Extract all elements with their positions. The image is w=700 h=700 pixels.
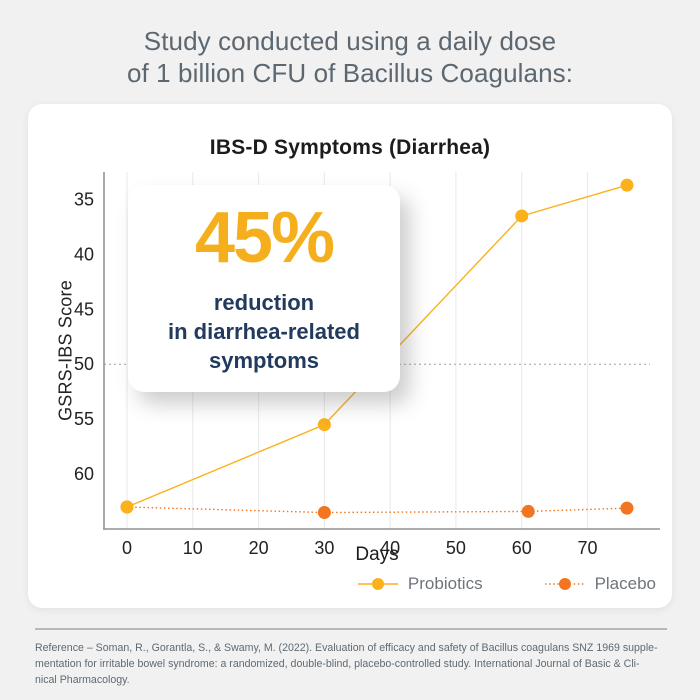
- reference-text: Reference – Soman, R., Gorantla, S., & S…: [35, 641, 675, 689]
- svg-text:35: 35: [74, 189, 94, 209]
- reference-line1: Reference – Soman, R., Gorantla, S., & S…: [35, 642, 658, 654]
- footer-divider: [35, 628, 667, 630]
- svg-text:20: 20: [249, 538, 269, 558]
- svg-text:10: 10: [183, 538, 203, 558]
- svg-text:70: 70: [577, 538, 597, 558]
- svg-text:60: 60: [512, 538, 532, 558]
- svg-text:50: 50: [446, 538, 466, 558]
- legend-label-placebo: Placebo: [594, 574, 656, 593]
- y-axis-label: GSRS-IBS Score: [55, 280, 76, 421]
- svg-text:40: 40: [380, 538, 400, 558]
- svg-text:45: 45: [74, 299, 94, 319]
- chart-title: IBS-D Symptoms (Diarrhea): [209, 136, 491, 159]
- legend-label-probiotics: Probiotics: [407, 574, 483, 593]
- page-title-line2: of 1 billion CFU of Bacillus Coagulans:: [126, 57, 574, 88]
- svg-text:0: 0: [122, 538, 132, 558]
- reduction-callout-card: 45% reduction in diarrhea-related sympto…: [128, 185, 400, 392]
- svg-text:30: 30: [314, 538, 334, 558]
- chart-card: IBS-D Symptoms (Diarrhea) 35 40 45 50 55 60 0 1…: [28, 104, 672, 608]
- page-title: Study conducted using a daily dose of 1 …: [0, 26, 700, 89]
- svg-text:60: 60: [74, 464, 94, 484]
- callout-text-line3: symptoms: [208, 348, 320, 374]
- page-title-line1: Study conducted using a daily dose: [143, 26, 557, 56]
- x-axis-label: Days: [355, 544, 399, 565]
- reference-line3: nical Pharmacology.: [35, 673, 130, 686]
- svg-text:40: 40: [74, 244, 94, 264]
- svg-text:50: 50: [74, 354, 94, 374]
- callout-text-line1: reduction: [213, 289, 315, 315]
- reference-line2: mentation for irritable bowel syndrome: …: [35, 657, 640, 670]
- placebo-dotted-marker-icon: [544, 578, 585, 590]
- svg-text:55: 55: [74, 409, 94, 429]
- chart-legend: Probiotics Placebo: [357, 574, 656, 594]
- reduction-percentage: 45%: [194, 197, 335, 278]
- legend-item-probiotics: Probiotics: [357, 574, 483, 594]
- probiotics-line-marker-icon: [357, 578, 398, 590]
- legend-item-placebo: Placebo: [544, 574, 656, 594]
- callout-text-line2: in diarrhea-related: [168, 318, 360, 344]
